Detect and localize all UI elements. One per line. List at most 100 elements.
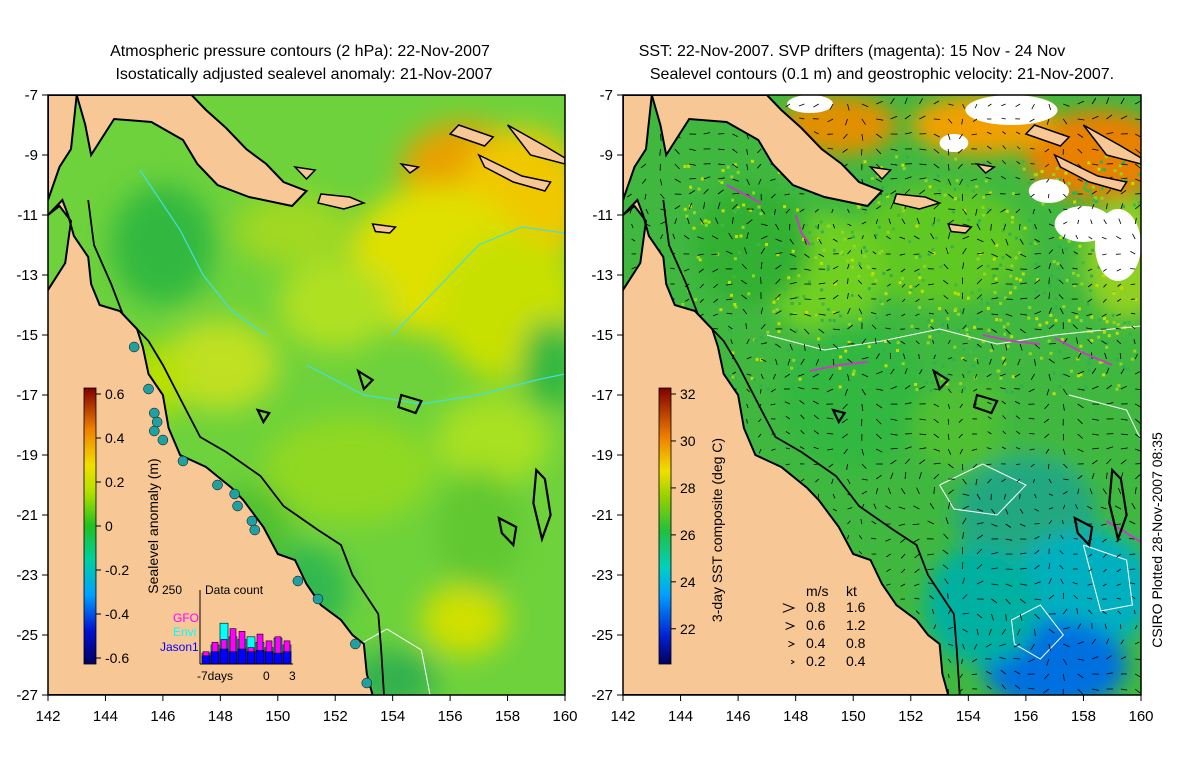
sst-pixel xyxy=(792,358,796,362)
velocity-arrow xyxy=(684,268,690,272)
velocity-arrow xyxy=(904,385,911,390)
pressure-contour xyxy=(392,226,565,336)
velocity-arrow xyxy=(813,131,819,135)
sst-pixel xyxy=(689,185,693,189)
velocity-arrow xyxy=(1005,328,1011,335)
velocity-arrow xyxy=(890,418,898,421)
velocity-arrow xyxy=(1114,523,1121,525)
velocity-arrow xyxy=(1133,338,1136,345)
sst-pixel xyxy=(1070,369,1073,373)
landmass xyxy=(75,95,309,208)
cloud-gap xyxy=(965,95,1058,125)
velocity-arrow xyxy=(861,463,867,469)
velocity-arrow xyxy=(689,148,697,151)
sst-pixel xyxy=(967,331,971,335)
velocity-arrow xyxy=(842,403,848,410)
velocity-arrow xyxy=(1116,597,1121,600)
sst-pixel xyxy=(843,237,847,241)
y-tick-label: -11 xyxy=(17,207,38,224)
sst-pixel xyxy=(1025,336,1029,340)
sst-pixel xyxy=(896,341,900,345)
sst-pixel xyxy=(730,293,733,297)
velocity-arrow xyxy=(818,328,825,334)
sst-pixel xyxy=(731,351,735,355)
velocity-arrow xyxy=(1091,115,1099,120)
sst-pixel xyxy=(1005,209,1009,213)
velocity-arrow xyxy=(976,548,983,555)
velocity-arrow xyxy=(1034,343,1040,349)
y-tick-label: -11 xyxy=(592,207,613,224)
velocity-arrow xyxy=(976,252,984,255)
velocity-arrow xyxy=(962,594,968,600)
sst-pixel xyxy=(1119,362,1123,366)
velocity-arrow xyxy=(947,502,951,510)
velocity-arrow xyxy=(832,279,839,285)
velocity-arrow xyxy=(943,533,949,540)
velocity-arrow xyxy=(1106,132,1114,135)
velocity-arrow xyxy=(991,253,998,258)
velocity-arrow xyxy=(927,568,934,570)
sst-pixel xyxy=(793,312,797,316)
velocity-arrow xyxy=(847,324,853,330)
velocity-arrow xyxy=(861,357,869,360)
sst-pixel xyxy=(878,251,882,255)
velocity-arrow xyxy=(991,598,998,604)
sst-pixel xyxy=(787,276,791,280)
velocity-arrow xyxy=(1062,403,1065,411)
velocity-arrow xyxy=(1106,638,1110,645)
data-count-title: Data count xyxy=(205,583,264,597)
sst-pixel xyxy=(908,240,912,244)
velocity-arrow xyxy=(1119,353,1122,360)
velocity-arrow xyxy=(674,148,680,155)
sst-pixel xyxy=(959,309,963,313)
velocity-arrow xyxy=(1117,283,1122,287)
sst-pixel xyxy=(902,167,906,171)
sst-pixel xyxy=(814,256,818,260)
sst-pixel xyxy=(1027,181,1031,185)
sst-pixel xyxy=(980,302,984,305)
sst-pixel xyxy=(1095,283,1099,287)
sst-pixel xyxy=(690,209,693,213)
velocity-arrow xyxy=(1062,673,1065,681)
velocity-arrow xyxy=(944,309,949,315)
sst-pixel xyxy=(971,189,975,193)
sst-pixel xyxy=(1122,161,1126,165)
velocity-arrow xyxy=(927,520,934,525)
sst-pixel xyxy=(783,205,787,209)
velocity-arrow xyxy=(640,163,647,169)
velocity-arrow xyxy=(1001,103,1006,107)
sst-pixel xyxy=(882,348,886,352)
velocity-arrow xyxy=(1135,641,1140,645)
sst-pixel xyxy=(685,214,689,218)
velocity-arrow xyxy=(971,133,978,136)
velocity-arrow xyxy=(962,577,965,585)
sst-pixel xyxy=(1097,167,1101,171)
velocity-arrow xyxy=(1019,328,1026,334)
velocity-arrow xyxy=(1103,283,1107,288)
velocity-arrow xyxy=(933,204,940,210)
sst-pixel xyxy=(880,338,884,342)
sst-pixel xyxy=(981,205,985,209)
sst-pixel xyxy=(1010,335,1014,339)
velocity-arrow xyxy=(770,193,776,199)
sst-pixel xyxy=(811,242,815,246)
velocity-arrow xyxy=(1106,458,1112,465)
velocity-arrow xyxy=(1019,613,1023,621)
sst-pixel xyxy=(867,287,871,291)
velocity-arrow xyxy=(1048,463,1050,470)
sst-pixel xyxy=(1087,357,1091,361)
svp-drifter-tracks xyxy=(726,184,1141,543)
velocity-arrow xyxy=(904,97,908,105)
velocity-arrow xyxy=(674,178,681,183)
sst-pixel xyxy=(757,205,761,209)
velocity-arrow xyxy=(1062,608,1068,615)
velocity-arrow xyxy=(1132,233,1136,240)
velocity-arrow xyxy=(732,148,738,154)
sst-pixel xyxy=(852,369,856,373)
sst-pixel xyxy=(956,292,960,296)
velocity-arrow xyxy=(1002,430,1006,435)
velocity-arrow xyxy=(914,268,920,272)
velocity-arrow xyxy=(991,508,996,515)
velocity-arrow xyxy=(818,343,822,351)
velocity-arrow xyxy=(1131,312,1136,315)
